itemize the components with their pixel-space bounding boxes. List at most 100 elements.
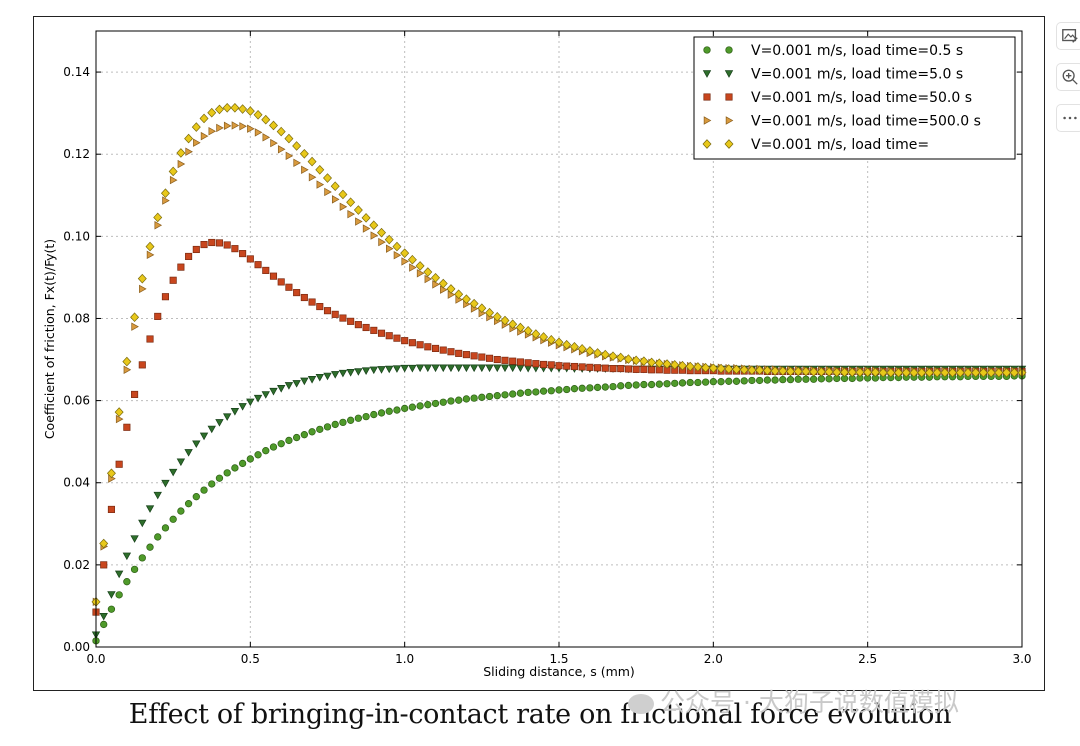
data-point — [647, 380, 656, 389]
y-tick-label: 0.04 — [63, 476, 90, 490]
data-point — [191, 122, 201, 132]
zoom-in-button[interactable] — [1056, 63, 1080, 91]
data-point — [709, 378, 717, 386]
data-point — [339, 202, 348, 211]
data-point — [423, 364, 433, 373]
data-point — [686, 378, 694, 387]
data-point — [222, 413, 232, 421]
data-point — [431, 399, 440, 408]
data-point — [431, 272, 441, 283]
data-point — [277, 385, 286, 393]
data-point — [200, 486, 208, 494]
data-point — [284, 133, 294, 144]
data-point — [370, 326, 378, 334]
data-point — [261, 114, 271, 125]
data-point — [586, 384, 594, 392]
x-tick-label: 0.0 — [86, 652, 105, 666]
data-point — [577, 344, 587, 354]
legend-marker — [703, 116, 712, 125]
data-point — [824, 367, 834, 377]
data-point — [447, 397, 455, 405]
data-point — [632, 381, 640, 389]
data-point — [131, 322, 139, 331]
y-tick-label: 0.00 — [63, 640, 90, 654]
data-point — [540, 360, 548, 369]
data-point — [123, 365, 132, 374]
data-point — [763, 376, 771, 384]
data-point — [593, 348, 603, 358]
y-axis-label: Coefficient of friction, Fx(t)/Fy(t) — [42, 239, 57, 439]
data-point — [770, 366, 780, 376]
data-point — [501, 356, 509, 364]
data-point — [185, 252, 193, 261]
data-point — [894, 367, 904, 378]
data-point — [524, 359, 532, 367]
image-edit-icon — [1062, 29, 1078, 43]
data-point — [369, 366, 378, 375]
wechat-logo-icon — [628, 694, 654, 714]
data-point — [431, 364, 440, 373]
data-point — [747, 365, 757, 376]
data-point — [748, 376, 756, 385]
data-point — [547, 361, 555, 369]
data-point — [601, 364, 609, 372]
data-point — [639, 356, 649, 366]
data-point — [470, 352, 478, 360]
data-point — [169, 276, 177, 284]
x-tick-label: 1.5 — [549, 652, 568, 666]
data-point — [346, 369, 355, 377]
data-point — [532, 360, 540, 368]
data-point — [222, 102, 232, 113]
data-point — [477, 364, 487, 373]
data-point — [508, 319, 518, 330]
data-point — [192, 440, 201, 449]
data-point — [377, 366, 386, 374]
data-point — [215, 474, 224, 482]
image-edit-button[interactable] — [1056, 22, 1080, 50]
data-point — [292, 141, 302, 151]
data-point — [269, 272, 278, 280]
data-point — [277, 278, 285, 286]
data-point — [547, 387, 555, 395]
data-point — [648, 366, 656, 374]
data-point — [100, 561, 108, 569]
data-point — [986, 367, 996, 378]
data-point — [385, 332, 393, 340]
data-point — [415, 261, 425, 271]
data-point — [500, 315, 510, 326]
data-point — [131, 390, 139, 398]
data-point — [246, 455, 254, 463]
x-tick-label: 3.0 — [1012, 652, 1031, 666]
data-point — [168, 166, 178, 177]
data-point — [154, 533, 162, 541]
data-point — [762, 365, 772, 376]
data-point — [554, 337, 564, 348]
data-point — [122, 552, 132, 561]
data-point — [114, 407, 124, 417]
more-button[interactable] — [1056, 104, 1080, 132]
data-point — [331, 195, 340, 204]
data-point — [215, 419, 224, 427]
data-point — [469, 364, 479, 373]
data-point — [238, 459, 247, 468]
data-point — [771, 376, 779, 384]
data-point — [285, 151, 294, 161]
data-point — [546, 335, 556, 345]
data-point — [794, 375, 802, 383]
x-tick-label: 2.0 — [704, 652, 723, 666]
data-point — [963, 367, 973, 378]
data-point — [740, 377, 748, 385]
data-point — [176, 148, 186, 158]
data-point — [292, 380, 301, 388]
data-point — [870, 367, 880, 378]
data-point — [270, 138, 278, 148]
data-point — [323, 173, 332, 183]
data-point — [145, 241, 155, 252]
data-point — [138, 361, 146, 369]
series-1 — [92, 372, 1026, 645]
data-point — [301, 165, 309, 175]
data-point — [130, 565, 139, 574]
data-point — [354, 414, 363, 422]
data-point — [238, 403, 247, 411]
data-point — [493, 392, 501, 400]
